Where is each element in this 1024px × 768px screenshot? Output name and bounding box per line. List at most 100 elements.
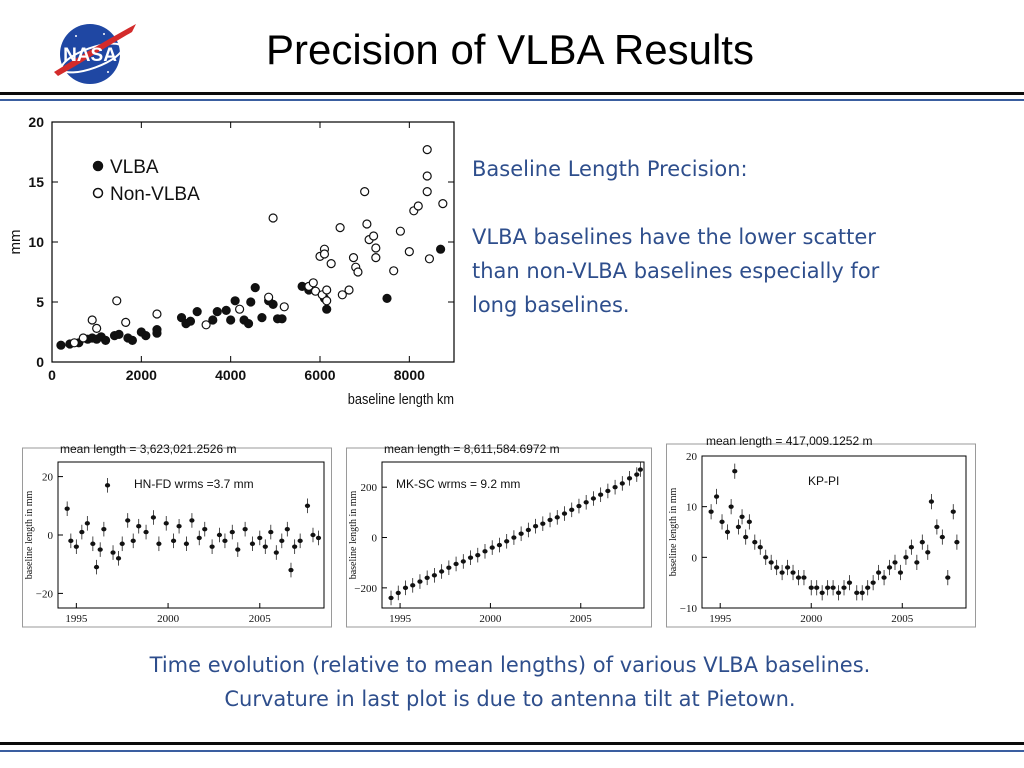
data-point (583, 500, 589, 505)
non-vlba-point (322, 285, 332, 295)
data-point (196, 535, 202, 541)
data-point (752, 539, 758, 545)
data-point (825, 585, 831, 590)
data-point (130, 538, 136, 544)
vlba-point (100, 335, 111, 345)
chart-title: mean length = 8,611,584.6972 m (384, 442, 560, 456)
non-vlba-point (268, 213, 278, 223)
vlba-point (257, 313, 267, 323)
vlba-point (226, 315, 236, 325)
data-point (209, 544, 215, 549)
non-vlba-point (413, 201, 423, 211)
data-point (467, 555, 474, 560)
data-point (446, 565, 452, 570)
data-point (865, 585, 871, 590)
data-point (97, 547, 103, 552)
chart-title: mean length = 417,009.1252 m (706, 434, 872, 448)
y-tick-label: −20 (36, 588, 54, 600)
non-vlba-point (395, 226, 405, 236)
data-point (511, 535, 517, 540)
data-point (284, 526, 290, 532)
caption-line-2: Curvature in last plot is due to antenna… (224, 687, 796, 711)
data-point (453, 561, 459, 567)
data-point (183, 541, 190, 546)
y-tick-label: 0 (372, 533, 378, 545)
vlba-point (246, 297, 256, 307)
panel-border (346, 447, 652, 628)
vlba-point (382, 293, 392, 303)
data-point (590, 496, 597, 501)
data-point (273, 550, 279, 555)
data-point (297, 538, 303, 544)
caption: Time evolution (relative to mean lengths… (90, 648, 930, 716)
data-point (897, 570, 904, 575)
data-point (79, 529, 85, 535)
data-point (713, 494, 720, 499)
data-point (525, 527, 531, 533)
y-tick-label: 0 (36, 354, 44, 370)
y-tick-label: 10 (686, 502, 698, 514)
data-point (774, 565, 780, 570)
data-point (475, 552, 481, 558)
data-point (779, 570, 785, 575)
data-point (268, 529, 274, 535)
data-point (402, 585, 409, 591)
x-tick-label: 0 (48, 367, 56, 383)
data-point (115, 556, 122, 561)
non-vlba-point (279, 302, 289, 312)
data-point (914, 560, 920, 565)
data-point (835, 590, 842, 595)
non-vlba-point (424, 254, 435, 264)
data-point (279, 538, 285, 544)
non-vlba-point (371, 253, 381, 263)
non-vlba-point (369, 231, 379, 241)
data-point (954, 539, 960, 545)
data-point (925, 550, 931, 555)
caption-line-1: Time evolution (relative to mean lengths… (149, 653, 871, 677)
x-tick-label: 2000 (126, 367, 157, 383)
data-point (768, 560, 774, 565)
nasa-logo-text: NASA (63, 45, 117, 66)
nasa-logo: NASA (54, 24, 136, 84)
data-point (870, 580, 876, 585)
x-tick-label: 1995 (389, 613, 412, 625)
mk-sc-time-series-chart: mean length = 8,611,584.6972 m −200 0 200 19… (346, 442, 652, 628)
vlba-point (212, 307, 222, 317)
data-point (249, 541, 256, 546)
side-line-3: long baselines. (472, 293, 630, 317)
data-point (784, 565, 791, 570)
kp-pi-time-series-chart: mean length = 417,009.1252 m −10 0 10 20 1995… (666, 434, 976, 628)
x-tick-label: 4000 (215, 367, 246, 383)
data-point (876, 570, 882, 575)
data-point (315, 535, 322, 541)
data-point (189, 518, 195, 523)
non-vlba-point (371, 243, 381, 253)
data-point (257, 535, 263, 541)
data-point (304, 503, 311, 508)
data-point (637, 467, 643, 472)
data-point (496, 542, 503, 548)
data-point (176, 524, 182, 529)
vlba-point (176, 313, 187, 323)
data-point (634, 472, 640, 477)
data-point (605, 488, 611, 494)
data-point (150, 515, 156, 520)
side-heading: Baseline Length Precision: (472, 157, 748, 181)
vlba-point (141, 331, 151, 341)
non-vlba-point (353, 267, 363, 277)
x-tick-label: 2005 (891, 613, 914, 625)
non-vlba-point (92, 323, 102, 333)
data-point (222, 538, 228, 544)
data-point (170, 538, 177, 544)
vlba-point (243, 319, 254, 329)
legend-marker (92, 160, 104, 172)
data-point (743, 534, 749, 540)
data-point (846, 580, 853, 585)
data-point (841, 585, 847, 590)
data-point (939, 534, 945, 540)
y-axis-label: mm (7, 230, 24, 255)
x-tick-label: 2005 (249, 613, 272, 625)
data-point (854, 590, 860, 595)
vlba-point (208, 315, 218, 325)
data-point (808, 585, 814, 590)
